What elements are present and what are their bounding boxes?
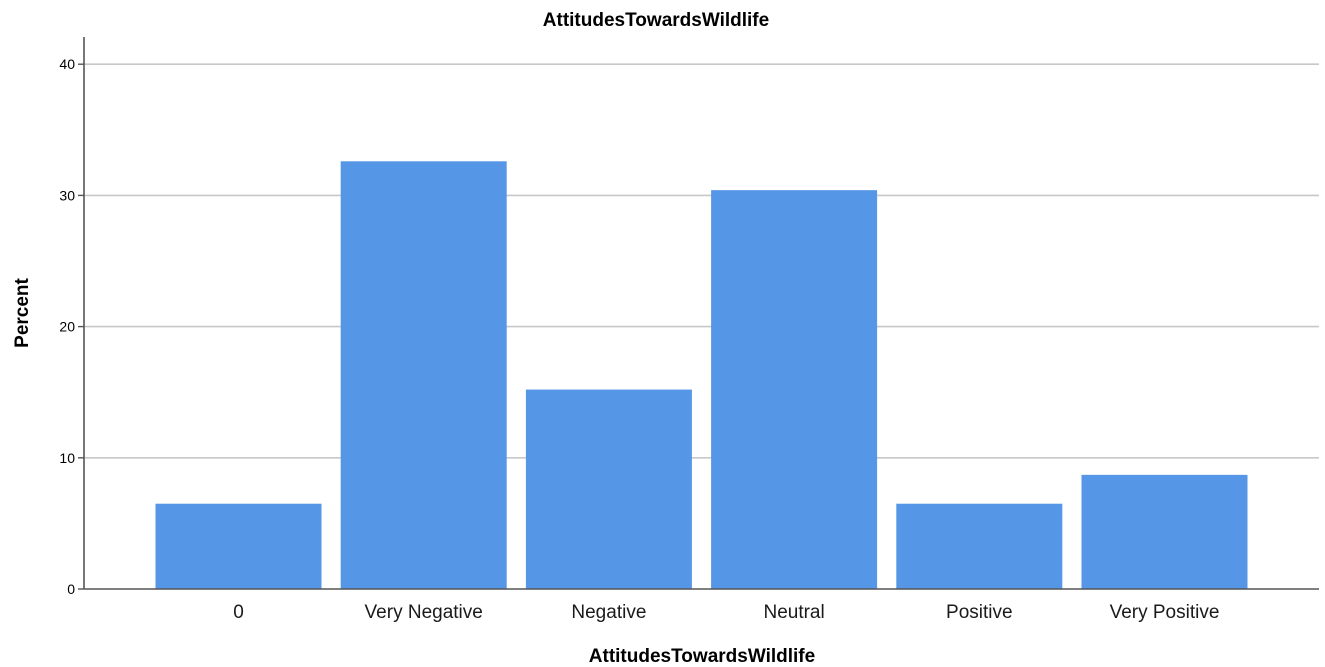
- y-tick-label: 10: [59, 450, 75, 466]
- y-axis-title: Percent: [12, 277, 33, 347]
- bar: [711, 190, 878, 590]
- x-tick-label: Neutral: [763, 602, 824, 623]
- y-tick-label: 20: [59, 319, 75, 335]
- x-tick-label: Positive: [946, 602, 1013, 623]
- x-tick-label: Negative: [571, 602, 646, 623]
- chart-title: AttitudesTowardsWildlife: [543, 10, 769, 31]
- bar: [340, 161, 507, 589]
- axes: [78, 37, 1319, 590]
- x-tick-label: 0: [233, 602, 244, 623]
- gridlines: [84, 63, 1319, 459]
- bar: [525, 389, 692, 589]
- y-tick-label: 40: [59, 56, 75, 72]
- y-tick-labels: 0 10 20 30 40: [59, 56, 75, 597]
- bar: [896, 503, 1063, 589]
- bar: [155, 503, 322, 589]
- bars: [155, 161, 1248, 590]
- y-tick-label: 0: [67, 581, 75, 597]
- bar: [1081, 474, 1248, 589]
- x-tick-label: Very Negative: [365, 602, 483, 623]
- x-tick-label: Very Positive: [1110, 602, 1220, 623]
- x-tick-labels: 0 Very Negative Negative Neutral Positive Ver…: [233, 602, 1219, 623]
- x-axis-title: AttitudesTowardsWildlife: [589, 646, 815, 667]
- y-tick-label: 30: [59, 187, 75, 203]
